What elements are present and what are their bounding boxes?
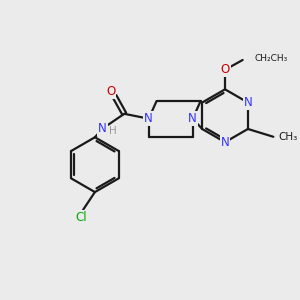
Text: N: N — [221, 136, 230, 149]
Text: O: O — [220, 63, 230, 76]
Text: CH₃: CH₃ — [278, 132, 298, 142]
Text: N: N — [144, 112, 153, 125]
Text: N: N — [188, 112, 197, 125]
Text: N: N — [244, 96, 252, 109]
Text: N: N — [98, 122, 107, 135]
Text: O: O — [106, 85, 115, 98]
Text: Cl: Cl — [75, 211, 87, 224]
Text: CH₂CH₃: CH₂CH₃ — [254, 53, 288, 62]
Text: H: H — [109, 126, 116, 136]
